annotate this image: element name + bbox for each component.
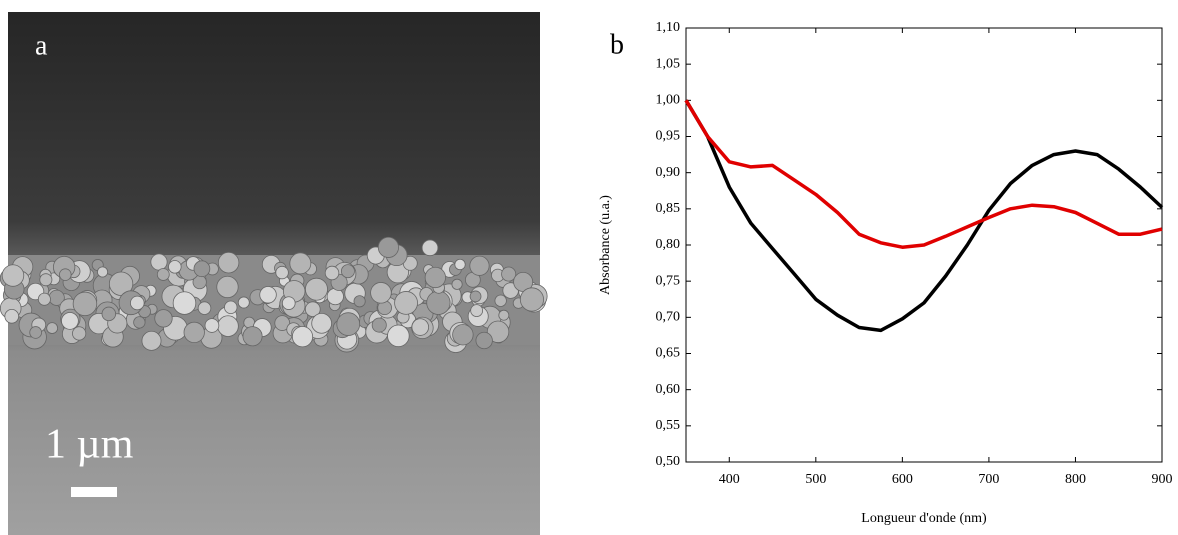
y-tick-label: 0,70 [656,310,681,325]
particle [426,290,451,315]
particle [519,287,544,312]
particle [394,291,418,315]
series-line [684,99,1163,249]
particle [72,291,98,317]
particle [451,278,463,290]
y-tick-label: 0,55 [656,418,681,433]
particle [370,282,392,304]
particle [377,236,399,258]
particle [371,317,387,333]
scale-bar-label: 1 µm [45,422,134,468]
particle [37,292,51,306]
x-tick-label: 900 [1152,472,1173,487]
particle [486,320,510,343]
particle [97,266,109,278]
particle [46,322,59,334]
particle [154,309,173,328]
particle [470,304,484,317]
particle [59,268,72,281]
particle [217,315,239,337]
particle [172,291,197,315]
particle [150,253,168,271]
panel-label: b [610,29,624,60]
particle [469,290,482,303]
particle [224,300,238,315]
x-tick-label: 800 [1065,472,1086,487]
particle [274,315,291,331]
y-tick-label: 1,10 [656,20,681,35]
particle [242,326,263,347]
particle [289,252,312,275]
particle [424,266,446,289]
particle [183,321,205,344]
y-tick-label: 0,60 [656,382,681,397]
particle [156,268,170,281]
particle [498,309,510,321]
panel-label: a [35,30,48,61]
particle [454,258,466,271]
particle [133,316,146,329]
x-tick-label: 700 [978,472,999,487]
particle [336,312,361,336]
particle [291,326,314,348]
particle [1,264,25,287]
x-tick-label: 600 [892,472,913,487]
particle [204,318,220,333]
y-tick-label: 0,50 [656,454,681,469]
particle [216,275,239,299]
particle [411,318,430,336]
particle [141,330,162,351]
x-axis-label: Longueur d'onde (nm) [861,511,987,526]
particle [326,287,344,306]
particle [494,294,507,307]
particle [387,324,410,348]
y-axis-label: Absorbance (u.a.) [598,195,613,295]
particle [101,306,117,322]
y-tick-label: 0,85 [656,201,681,216]
particle [281,296,296,310]
particle [259,286,277,304]
sem-image [0,12,548,535]
particle [311,312,332,334]
particle [237,296,250,309]
particle [340,264,355,279]
y-tick-label: 0,95 [656,129,681,144]
particle [501,266,517,282]
x-tick-label: 400 [719,472,740,487]
particle [193,260,211,278]
particle [72,326,87,341]
y-tick-label: 0,90 [656,165,681,180]
x-tick-label: 500 [805,472,826,487]
particle [452,324,474,346]
particle [324,265,340,281]
particle [197,301,212,315]
particle [421,239,439,257]
particle [305,277,328,301]
particle [61,312,79,330]
scale-bar [71,487,117,497]
particle [353,295,366,308]
y-tick-label: 0,65 [656,346,681,361]
y-tick-label: 1,05 [656,56,681,71]
particle [39,273,53,287]
y-tick-label: 1,00 [656,93,681,108]
particle [275,265,289,280]
particle [130,295,145,311]
particle [469,255,490,276]
particle [29,326,42,339]
particle [4,308,20,324]
y-tick-label: 0,80 [656,237,681,252]
particle [475,331,493,350]
particle [217,251,240,274]
series-line [684,99,1164,333]
particle [168,260,182,274]
y-tick-label: 0,75 [656,273,681,288]
